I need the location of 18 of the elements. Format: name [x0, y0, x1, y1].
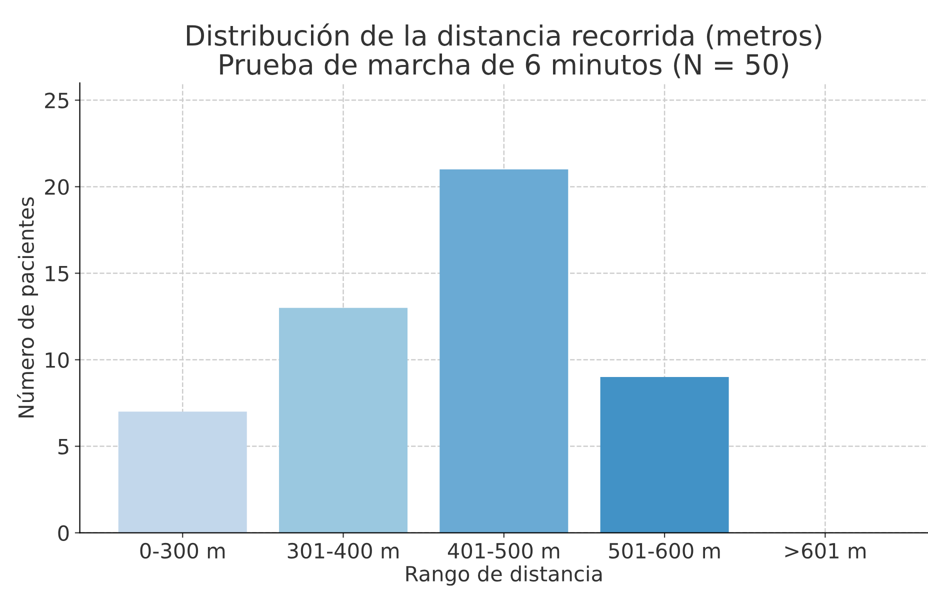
y-tick-label: 25 — [45, 92, 68, 108]
y-tick-label: 10 — [46, 352, 69, 368]
bar — [600, 377, 729, 533]
bar — [440, 169, 568, 533]
x-tick-label: >601 m — [785, 542, 866, 559]
x-tick-label: 401-500 m — [448, 542, 560, 559]
x-tick-label: 0-300 m — [140, 542, 225, 559]
bar — [279, 308, 408, 533]
y-tick-label: 5 — [58, 439, 68, 454]
x-axis-title: Rango de distancia — [406, 565, 602, 586]
x-tick-label: 301-400 m — [288, 542, 398, 559]
y-axis-title: Número de pacientes — [17, 197, 38, 418]
x-tick-label: 501-600 m — [609, 542, 720, 559]
y-tick-label: 0 — [58, 525, 69, 542]
y-tick-label: 15 — [46, 266, 68, 282]
bar — [118, 412, 247, 533]
chart-title: Distribución de la distancia recorrida (metros) Prueba de marcha de 6 minutos (N = 50) — [187, 23, 822, 78]
y-tick-label: 20 — [45, 179, 69, 195]
